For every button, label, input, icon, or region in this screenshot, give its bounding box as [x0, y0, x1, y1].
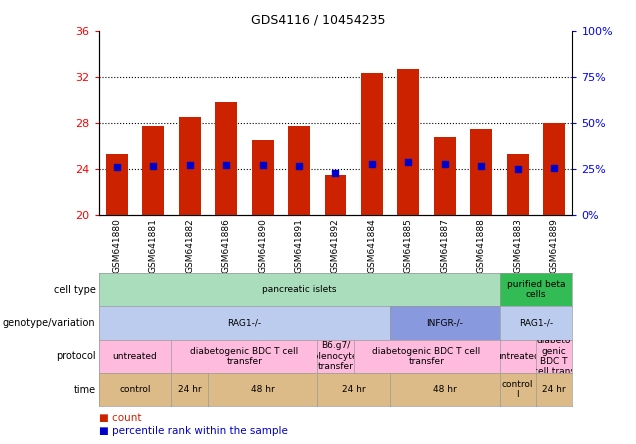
Text: 24 hr: 24 hr	[342, 385, 366, 394]
Text: control: control	[120, 385, 151, 394]
Bar	[324, 175, 347, 215]
Point	[221, 161, 232, 168]
Text: 48 hr: 48 hr	[251, 385, 275, 394]
Text: 24 hr: 24 hr	[543, 385, 566, 394]
Text: genotype/variation: genotype/variation	[3, 318, 95, 328]
Text: RAG1-/-: RAG1-/-	[227, 318, 261, 328]
Bar	[398, 69, 419, 215]
Point	[367, 160, 377, 167]
Point	[513, 166, 523, 173]
Text: protocol: protocol	[56, 351, 95, 361]
Text: cell type: cell type	[53, 285, 95, 295]
Bar	[471, 129, 492, 215]
Bar	[434, 137, 456, 215]
Text: B6.g7/
splenocytes
transfer: B6.g7/ splenocytes transfer	[308, 341, 363, 371]
Bar	[543, 123, 565, 215]
Text: untreated: untreated	[113, 352, 157, 361]
Bar	[106, 155, 128, 215]
Text: INFGR-/-: INFGR-/-	[426, 318, 463, 328]
Text: diabeto
genic
BDC T
cell trans: diabeto genic BDC T cell trans	[533, 336, 575, 377]
Point	[331, 169, 341, 176]
Text: ■ count: ■ count	[99, 412, 141, 423]
Text: pancreatic islets: pancreatic islets	[262, 285, 336, 294]
Text: diabetogenic BDC T cell
transfer: diabetogenic BDC T cell transfer	[373, 347, 481, 366]
Bar	[507, 155, 529, 215]
Point	[439, 160, 450, 167]
Bar	[142, 126, 164, 215]
Bar	[252, 140, 273, 215]
Text: ■ percentile rank within the sample: ■ percentile rank within the sample	[99, 426, 287, 436]
Text: 24 hr: 24 hr	[178, 385, 202, 394]
Text: GDS4116 / 10454235: GDS4116 / 10454235	[251, 13, 385, 26]
Bar	[179, 118, 200, 215]
Bar	[215, 103, 237, 215]
Bar	[361, 72, 383, 215]
Point	[184, 161, 195, 168]
Point	[112, 163, 122, 170]
Point	[403, 159, 413, 166]
Text: control
l: control l	[502, 380, 534, 399]
Text: purified beta
cells: purified beta cells	[507, 280, 565, 299]
Text: time: time	[73, 385, 95, 395]
Bar	[288, 126, 310, 215]
Point	[148, 162, 158, 169]
Point	[476, 162, 487, 169]
Text: RAG1-/-: RAG1-/-	[519, 318, 553, 328]
Text: untreated: untreated	[495, 352, 540, 361]
Text: 48 hr: 48 hr	[433, 385, 457, 394]
Point	[294, 162, 304, 169]
Text: diabetogenic BDC T cell
transfer: diabetogenic BDC T cell transfer	[190, 347, 298, 366]
Point	[258, 161, 268, 168]
Point	[549, 165, 559, 172]
